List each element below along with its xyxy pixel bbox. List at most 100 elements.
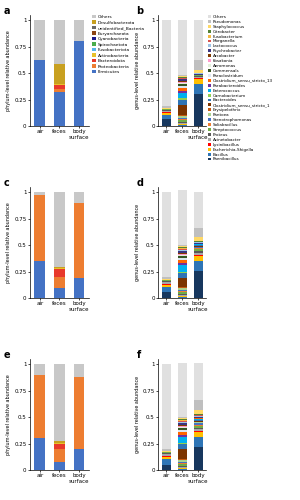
Bar <box>178 84 187 86</box>
Bar <box>194 192 203 228</box>
Bar <box>54 268 65 270</box>
Bar <box>178 263 187 265</box>
Bar <box>162 106 171 108</box>
Bar <box>194 364 203 400</box>
Bar <box>162 458 171 460</box>
Bar <box>162 114 171 116</box>
Bar <box>178 444 187 449</box>
Bar <box>194 416 203 417</box>
Y-axis label: phylum-level relative abundance: phylum-level relative abundance <box>7 202 11 283</box>
Bar <box>54 364 65 442</box>
Bar <box>194 236 203 241</box>
Bar <box>162 116 171 118</box>
Bar <box>194 76 203 78</box>
Bar <box>54 442 65 444</box>
Bar <box>178 272 187 278</box>
Bar <box>74 203 84 278</box>
Bar <box>162 292 171 298</box>
Bar <box>178 250 187 252</box>
Bar <box>162 453 171 454</box>
Bar <box>162 108 171 109</box>
Text: a: a <box>4 6 10 16</box>
Bar <box>178 80 187 82</box>
Bar <box>194 432 203 437</box>
Bar <box>178 290 187 292</box>
Bar <box>178 105 187 116</box>
Bar <box>194 422 203 424</box>
Bar <box>34 20 45 60</box>
Bar <box>178 422 187 424</box>
Bar <box>178 256 187 258</box>
Bar <box>162 454 171 456</box>
Bar <box>162 464 171 470</box>
Legend: Others, Pseudomonas, Staphylococcus, Citrobacter, Fusobacterium, Morganella, Lac: Others, Pseudomonas, Staphylococcus, Cit… <box>208 15 273 162</box>
Bar <box>194 75 203 76</box>
Bar <box>178 245 187 246</box>
Text: d: d <box>136 178 143 188</box>
Bar <box>178 100 187 105</box>
Bar <box>178 20 187 75</box>
Bar <box>178 124 187 125</box>
Bar <box>178 435 187 437</box>
Bar <box>178 364 187 417</box>
Text: f: f <box>136 350 141 360</box>
Bar <box>178 295 187 296</box>
Bar <box>178 78 187 80</box>
Bar <box>162 112 171 114</box>
Y-axis label: genus-level relative abundance: genus-level relative abundance <box>135 376 140 453</box>
Bar <box>194 400 203 410</box>
Bar <box>194 417 203 418</box>
Bar <box>162 449 171 451</box>
Bar <box>178 82 187 84</box>
Bar <box>54 192 65 268</box>
Legend: Others, Desulfobacterota, unidentified_Bacteria, Euryarchaeota, Cyanobacteria, S: Others, Desulfobacterota, unidentified_B… <box>92 15 145 74</box>
Bar <box>178 116 187 117</box>
Bar <box>194 248 203 250</box>
Bar <box>162 286 171 288</box>
Bar <box>178 76 187 78</box>
Bar <box>54 85 65 89</box>
Bar <box>34 261 45 298</box>
Bar <box>74 364 84 377</box>
Bar <box>194 78 203 80</box>
Bar <box>194 84 203 94</box>
Bar <box>178 460 187 462</box>
Bar <box>178 248 187 250</box>
Bar <box>194 254 203 256</box>
Bar <box>194 241 203 242</box>
Bar <box>178 294 187 295</box>
Bar <box>178 258 187 260</box>
Bar <box>178 120 187 122</box>
Bar <box>34 364 45 375</box>
Bar <box>178 464 187 466</box>
Bar <box>162 277 171 279</box>
Text: b: b <box>136 6 144 16</box>
Bar <box>194 245 203 246</box>
Bar <box>194 20 203 60</box>
Bar <box>178 467 187 468</box>
Bar <box>178 86 187 88</box>
Bar <box>178 288 187 290</box>
Text: c: c <box>4 178 9 188</box>
Bar <box>194 73 203 74</box>
Bar <box>34 196 45 261</box>
Bar <box>194 446 203 470</box>
Bar <box>178 88 187 91</box>
Bar <box>162 109 171 110</box>
Bar <box>178 252 187 254</box>
Bar <box>178 466 187 467</box>
Y-axis label: phylum-level relative abundance: phylum-level relative abundance <box>7 374 11 455</box>
Bar <box>162 110 171 111</box>
Bar <box>34 375 45 438</box>
Bar <box>178 417 187 418</box>
Bar <box>54 89 65 92</box>
Bar <box>178 418 187 420</box>
Bar <box>178 297 187 298</box>
Bar <box>54 444 65 449</box>
Bar <box>178 254 187 256</box>
Bar <box>194 414 203 415</box>
Bar <box>74 449 84 470</box>
Bar <box>54 462 65 470</box>
Bar <box>194 60 203 70</box>
Bar <box>162 279 171 280</box>
